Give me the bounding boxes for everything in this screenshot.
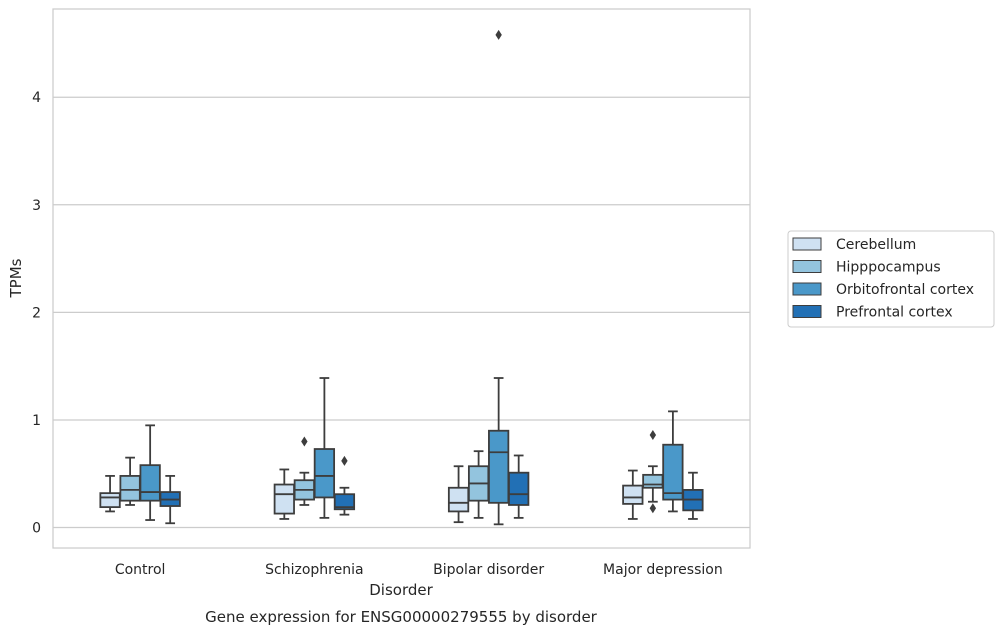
legend-label: Hipppocampus: [836, 260, 941, 276]
legend-label: Orbitofrontal cortex: [836, 282, 974, 298]
x-tick-labels: Control Schizophrenia Bipolar disorder Majo…: [115, 562, 723, 578]
y-tick-label: 1: [32, 413, 41, 429]
legend-swatch: [792, 305, 822, 318]
box-body: [622, 484, 644, 505]
box: [622, 469, 644, 520]
box: [159, 475, 181, 525]
series-cerebellum: [99, 465, 644, 524]
box: [642, 430, 664, 514]
box: [273, 468, 295, 520]
chart-caption: Gene expression for ENSG00000279555 by d…: [205, 608, 598, 626]
box: [488, 29, 510, 526]
box: [682, 471, 704, 520]
series-hipppocampus: [119, 430, 664, 519]
box: [119, 456, 141, 506]
box-body: [313, 448, 336, 499]
outlier-marker: [495, 29, 502, 40]
box-body: [642, 473, 664, 489]
x-tick-label: Schizophrenia: [265, 562, 363, 578]
grid-lines: [53, 96, 750, 529]
legend-label: Cerebellum: [836, 237, 916, 253]
box: [467, 450, 490, 519]
series-prefrontal-cortex: [159, 454, 704, 525]
outlier-marker: [301, 436, 308, 447]
y-axis-label: TPMs: [7, 258, 25, 298]
x-tick-label: Control: [115, 562, 166, 578]
legend-swatch: [792, 260, 822, 273]
box-body: [508, 471, 530, 506]
box: [139, 424, 161, 521]
box: [313, 377, 336, 519]
box-body: [119, 475, 141, 502]
legend-swatch: [792, 237, 822, 251]
box-series: [99, 29, 704, 526]
box-body: [447, 486, 470, 513]
box: [293, 436, 315, 506]
y-tick-labels: 0 1 2 3 4: [32, 90, 41, 536]
y-tick-label: 0: [32, 521, 41, 537]
box-body: [333, 493, 356, 511]
box: [333, 455, 356, 516]
series-orbitofrontal-cortex: [139, 29, 684, 526]
x-tick-label: Bipolar disorder: [433, 562, 544, 578]
x-axis-label: Disorder: [369, 581, 433, 599]
outlier-marker: [649, 503, 657, 514]
x-tick-label: Major depression: [603, 562, 723, 578]
legend-swatch: [792, 282, 822, 296]
legend-label: Prefrontal cortex: [836, 305, 953, 321]
box: [447, 465, 470, 524]
box: [662, 410, 684, 513]
y-tick-label: 3: [32, 198, 41, 214]
box-body: [139, 464, 161, 502]
box-body: [99, 492, 121, 509]
box-body: [273, 483, 295, 515]
outlier-marker: [649, 430, 657, 441]
box-body: [488, 429, 510, 504]
plot-frame: [52, 8, 751, 549]
box-body: [662, 443, 684, 501]
y-tick-label: 4: [32, 90, 41, 106]
box: [508, 454, 530, 519]
box: [99, 475, 121, 513]
legend-frame: [787, 230, 995, 328]
legend: Cerebellum Hipppocampus Orbitofrontal cort…: [787, 230, 995, 328]
outlier-marker: [341, 455, 348, 466]
y-tick-label: 2: [32, 305, 41, 321]
